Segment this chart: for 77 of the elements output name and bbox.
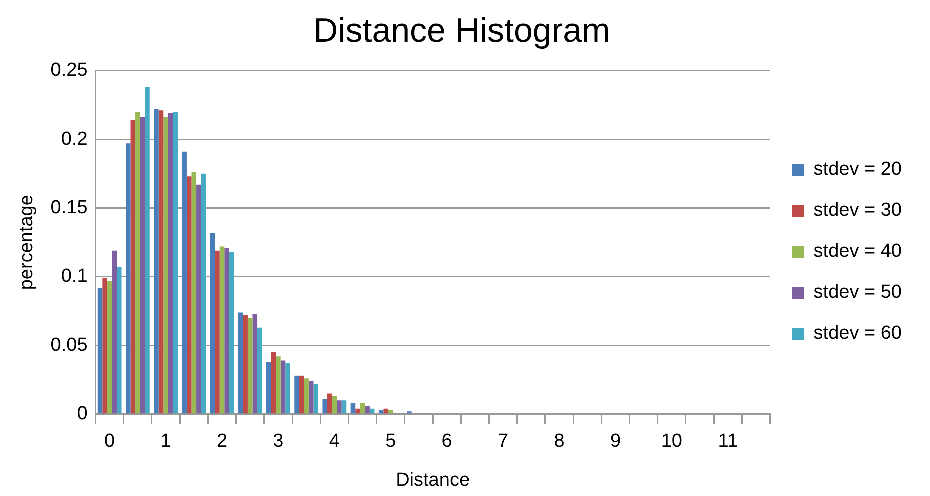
bar	[271, 352, 276, 414]
x-tick-label: 0	[104, 431, 116, 452]
bar	[186, 176, 192, 414]
bar	[182, 152, 187, 414]
bar	[238, 312, 244, 414]
bar	[192, 172, 197, 414]
bar	[304, 378, 309, 414]
bar	[252, 314, 258, 414]
bar	[140, 118, 146, 414]
bar	[154, 109, 159, 414]
bar	[337, 400, 342, 414]
bar	[210, 232, 216, 414]
bar	[196, 184, 202, 414]
bar	[117, 267, 122, 414]
legend-label: stdev = 40	[814, 241, 902, 262]
bar	[299, 376, 304, 414]
bar	[322, 399, 328, 414]
x-tick-label: 7	[498, 431, 509, 452]
bar	[332, 396, 338, 414]
x-tick-label: 3	[273, 431, 284, 452]
legend-label: stdev = 50	[814, 282, 902, 304]
x-tick-label: 11	[718, 431, 738, 452]
bar	[365, 406, 370, 414]
bar	[164, 118, 168, 414]
x-tick-label: 5	[386, 431, 396, 452]
bar	[145, 87, 150, 414]
bar	[342, 400, 347, 414]
bar	[350, 403, 356, 414]
bar	[107, 281, 112, 414]
bar	[384, 408, 388, 414]
bar	[276, 356, 281, 414]
bar	[286, 364, 290, 414]
bar	[112, 250, 117, 414]
bar	[224, 248, 230, 414]
bar	[308, 381, 314, 414]
bar	[229, 252, 234, 414]
bar	[102, 278, 108, 414]
bar	[201, 174, 206, 414]
x-tick-label: 8	[554, 431, 565, 452]
legend-label: stdev = 30	[814, 200, 902, 222]
y-tick-label: 0.1	[61, 266, 88, 288]
bar	[356, 408, 360, 414]
bar	[130, 120, 136, 414]
x-tick-label: 1	[160, 431, 172, 452]
y-tick-label: 0.2	[61, 128, 88, 150]
legend-label: stdev = 20	[814, 159, 902, 180]
bar	[294, 376, 300, 414]
bar	[388, 410, 394, 414]
x-tick-label: 4	[329, 431, 340, 452]
y-tick-label: 0.05	[50, 334, 88, 356]
bar	[248, 318, 253, 414]
x-tick-label: 6	[442, 431, 452, 452]
bar	[215, 250, 220, 414]
chart-title: Distance Histogram	[314, 12, 610, 50]
bar	[243, 315, 248, 414]
y-tick-label: 0.25	[50, 60, 88, 82]
y-tick-label: 0.15	[50, 197, 88, 218]
bar	[360, 403, 366, 414]
bar	[158, 110, 164, 414]
bar	[126, 144, 131, 414]
bar	[136, 112, 140, 414]
y-axis-title: percentage	[16, 195, 38, 290]
bar	[220, 246, 225, 414]
y-tick-label: 0	[77, 404, 88, 425]
bar	[258, 328, 262, 414]
bar	[328, 394, 332, 414]
bar	[266, 362, 272, 414]
bar	[314, 384, 319, 414]
x-tick-label: 10	[661, 431, 683, 452]
x-axis-title: Distance	[396, 470, 470, 491]
bar	[173, 112, 178, 414]
bar	[98, 288, 103, 414]
x-tick-label: 2	[216, 431, 228, 452]
bar	[168, 113, 174, 414]
legend-label: stdev = 60	[814, 323, 902, 344]
bar	[280, 360, 286, 414]
x-tick-label: 9	[610, 431, 622, 452]
